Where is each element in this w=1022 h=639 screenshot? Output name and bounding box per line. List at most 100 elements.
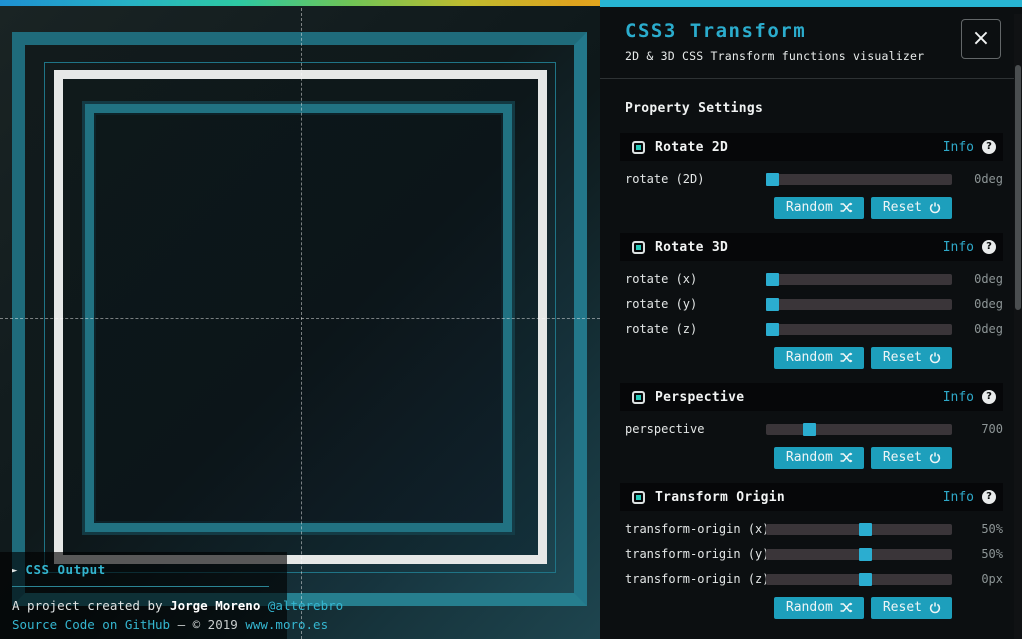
random-label: Random [785,600,833,615]
credit-prefix: A project created by [12,598,171,613]
random-button[interactable]: Random [773,447,864,469]
credit-line-2: Source Code on GitHub — © 2019 www.moro.… [12,615,328,634]
rotate-2d-slider[interactable] [766,172,952,186]
slider-row: rotate (x) 0deg [625,272,1003,286]
section-header: Rotate 2D Info ? [620,133,1003,161]
button-row: Random Reset [625,347,952,369]
slider-label: rotate (y) [625,297,698,311]
reset-label: Reset [882,450,922,465]
slider-handle[interactable] [766,272,779,286]
slider-row: perspective 700 [625,422,1003,436]
random-label: Random [785,450,833,465]
section-title: Perspective [655,389,745,405]
checkbox-icon[interactable] [632,490,645,504]
button-row: Random Reset [625,447,952,469]
reset-button[interactable]: Reset [870,347,952,369]
slider-row: transform-origin (z) 0px [625,572,1003,586]
question-mark-icon[interactable]: ? [982,240,996,254]
property-settings: Property Settings Rotate 2D Info ? rotat… [600,79,1022,619]
info-link[interactable]: Info [942,389,974,405]
alterebro-link[interactable]: @alterebro [267,598,344,613]
power-icon [929,202,941,213]
question-mark-icon[interactable]: ? [982,140,996,154]
slider-value: 700 [981,422,1003,436]
source-code-link[interactable]: Source Code on GitHub [12,617,171,632]
crosshair-horizontal-line [0,318,600,319]
reset-label: Reset [882,600,922,615]
moro-es-link[interactable]: www.moro.es [245,617,329,632]
preview-square-inner [85,104,512,532]
reset-button[interactable]: Reset [870,447,952,469]
perspective-slider[interactable] [766,422,952,436]
random-label: Random [785,200,833,215]
triangle-right-icon: ► [12,566,18,576]
slider-label: perspective [625,422,705,436]
panel-header: CSS3 Transform 2D & 3D CSS Transform fun… [600,7,1022,79]
transform-preview-stage: ► CSS Output A project created by Jorge M… [0,0,600,639]
slider-row: transform-origin (x) 50% [625,522,1003,536]
random-button[interactable]: Random [773,197,864,219]
shuffle-icon [840,352,853,363]
app-title: CSS3 Transform [625,20,807,42]
settings-heading: Property Settings [625,101,764,116]
close-button[interactable]: × [961,19,1001,59]
button-row: Random Reset [625,197,952,219]
section-rotate-2d: Rotate 2D Info ? rotate (2D) 0deg Random [620,133,1003,219]
transform-origin-y-slider[interactable] [766,547,952,561]
button-row: Random Reset [625,597,952,619]
power-icon [929,352,941,363]
checkbox-icon[interactable] [632,140,645,154]
rotate-z-slider[interactable] [766,322,952,336]
reset-label: Reset [882,350,922,365]
slider-handle[interactable] [859,547,872,561]
rotate-y-slider[interactable] [766,297,952,311]
question-mark-icon[interactable]: ? [982,390,996,404]
info-link[interactable]: Info [942,139,974,155]
settings-panel: CSS3 Transform 2D & 3D CSS Transform fun… [600,0,1022,639]
css-output-toggle[interactable]: ► CSS Output [12,562,277,577]
slider-handle[interactable] [803,422,817,436]
checkbox-icon[interactable] [632,240,645,254]
section-header: Perspective Info ? [620,383,1003,411]
slider-handle[interactable] [766,297,779,311]
slider-label: rotate (2D) [625,172,705,186]
power-icon [929,452,941,463]
slider-value: 0deg [974,172,1003,186]
output-divider [12,586,269,587]
random-button[interactable]: Random [773,347,864,369]
slider-handle[interactable] [859,572,872,586]
question-mark-icon[interactable]: ? [982,490,996,504]
info-link[interactable]: Info [942,239,974,255]
random-button[interactable]: Random [773,597,864,619]
reset-button[interactable]: Reset [870,197,952,219]
panel-scrollbar[interactable] [1014,14,1022,639]
credit-author: Jorge Moreno [170,598,261,613]
slider-row: rotate (2D) 0deg [625,172,1003,186]
section-rotate-3d: Rotate 3D Info ? rotate (x) 0deg rotate … [620,233,1003,369]
slider-label: transform-origin (x) [625,522,770,536]
app-subtitle: 2D & 3D CSS Transform functions visualiz… [625,49,925,63]
section-header: Transform Origin Info ? [620,483,1003,511]
scrollbar-thumb[interactable] [1015,65,1021,310]
section-title: Rotate 2D [655,139,729,155]
slider-value: 0deg [974,297,1003,311]
reset-button[interactable]: Reset [870,597,952,619]
section-transform-origin: Transform Origin Info ? transform-origin… [620,483,1003,619]
checkbox-icon[interactable] [632,390,645,404]
slider-handle[interactable] [859,522,872,536]
slider-handle[interactable] [766,172,779,186]
credit-line-1: A project created by Jorge Moreno @alter… [12,596,343,615]
slider-value: 0deg [974,322,1003,336]
rotate-x-slider[interactable] [766,272,952,286]
power-icon [929,602,941,613]
info-link[interactable]: Info [942,489,974,505]
slider-value: 50% [981,547,1003,561]
copyright-text: — © 2019 [170,617,246,632]
shuffle-icon [840,452,853,463]
transform-origin-z-slider[interactable] [766,572,952,586]
crosshair-vertical-line [301,8,302,639]
slider-handle[interactable] [766,322,779,336]
slider-value: 50% [981,522,1003,536]
transform-origin-x-slider[interactable] [766,522,952,536]
